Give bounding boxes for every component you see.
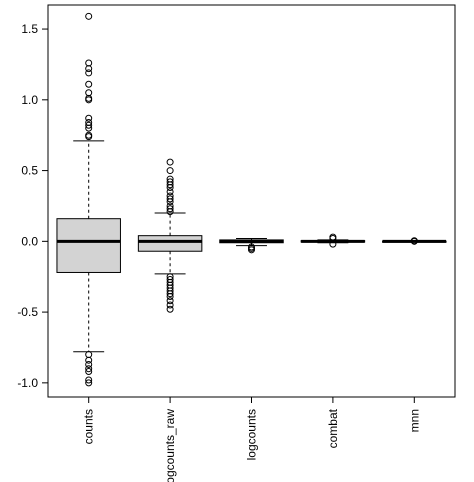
outlier-point xyxy=(410,237,418,245)
outlier-point xyxy=(85,368,93,376)
outlier-point xyxy=(85,114,93,122)
outlier-point xyxy=(166,301,174,309)
outlier-point xyxy=(85,376,93,384)
y-tick-label: 1.5 xyxy=(21,22,38,36)
outlier-point xyxy=(166,188,174,196)
outlier-point xyxy=(166,208,174,216)
outlier-point xyxy=(166,297,174,305)
outlier-point xyxy=(166,195,174,203)
outlier-point xyxy=(85,360,93,368)
y-tick-label: 0.0 xyxy=(21,234,38,248)
box-iqr xyxy=(137,235,203,252)
outlier-point xyxy=(85,379,93,387)
outlier-point xyxy=(85,80,93,88)
x-tick-label: combat xyxy=(326,408,340,448)
outlier-point xyxy=(166,198,174,206)
outlier-point xyxy=(166,293,174,301)
outlier-point xyxy=(166,305,174,313)
outlier-point xyxy=(329,240,337,248)
outlier-point xyxy=(85,59,93,67)
outlier-point xyxy=(85,89,93,97)
outlier-point xyxy=(85,124,93,132)
y-tick-label: -0.5 xyxy=(17,305,38,319)
outlier-point xyxy=(166,167,174,175)
outlier-point xyxy=(85,365,93,373)
outlier-point xyxy=(85,351,93,359)
outlier-point xyxy=(166,181,174,189)
x-tick-label: counts xyxy=(82,409,96,444)
x-tick-label: mnn xyxy=(407,409,421,432)
outlier-point xyxy=(85,133,93,141)
y-tick-label: -1.0 xyxy=(17,376,38,390)
plot-frame xyxy=(47,4,456,398)
outlier-point xyxy=(85,69,93,77)
x-tick-label: logcounts xyxy=(245,409,259,460)
outlier-point xyxy=(85,356,93,364)
outlier-point xyxy=(166,158,174,166)
outlier-point xyxy=(329,233,337,241)
x-tick-label: logcounts_raw xyxy=(163,409,177,482)
outlier-point xyxy=(166,184,174,192)
outlier-point xyxy=(166,290,174,298)
outlier-point xyxy=(166,205,174,213)
outlier-point xyxy=(248,246,255,254)
outlier-point xyxy=(85,96,93,104)
box-iqr xyxy=(56,218,121,273)
y-tick-label: 1.0 xyxy=(21,93,38,107)
y-tick-label: 0.5 xyxy=(21,164,38,178)
outlier-point xyxy=(85,12,93,20)
outlier-point xyxy=(85,121,93,129)
outlier-point xyxy=(85,65,93,73)
